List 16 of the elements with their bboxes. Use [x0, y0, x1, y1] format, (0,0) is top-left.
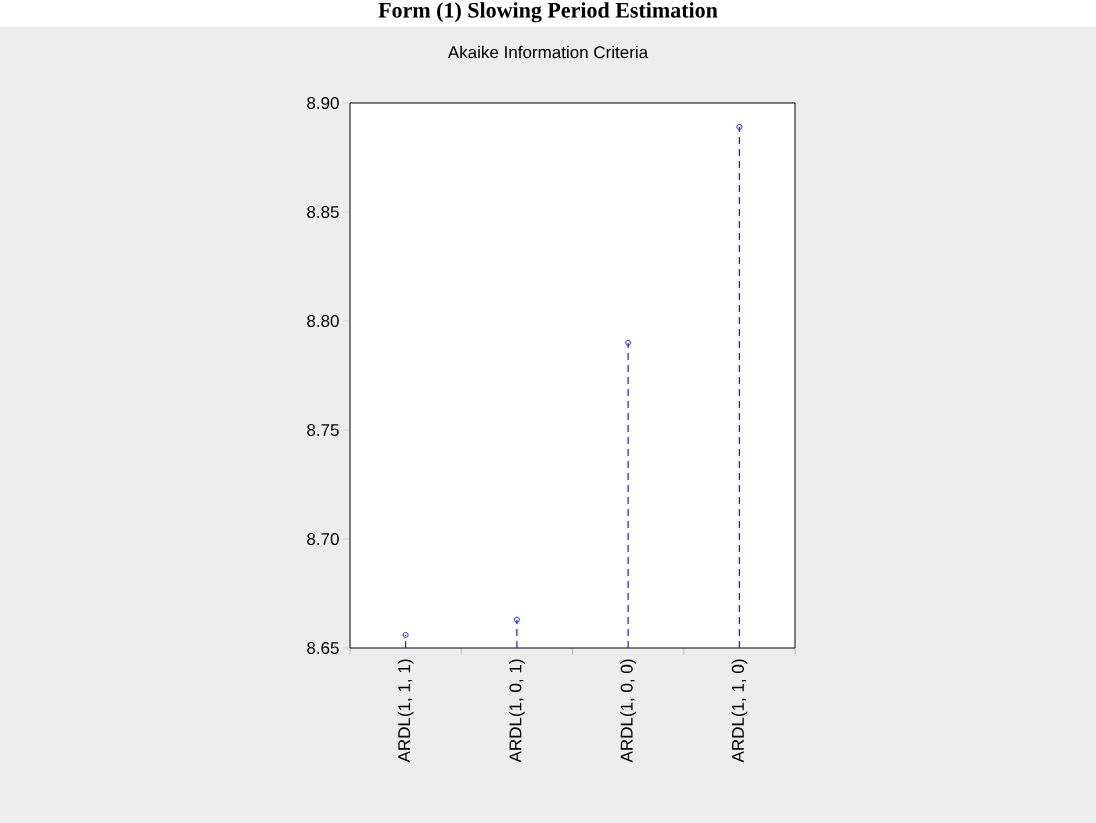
chart-subtitle: Akaike Information Criteria — [447, 45, 649, 59]
point — [625, 339, 632, 346]
x-tick-label: ARDL(1, 0, 1) — [508, 659, 525, 763]
point — [402, 631, 409, 638]
y-tick-label: 8.90 — [307, 96, 339, 110]
y-tick-label: 8.80 — [307, 314, 339, 328]
x-tick-label: ARDL(1, 1, 1) — [397, 659, 414, 763]
y-tick-label: 8.65 — [307, 641, 339, 655]
point — [513, 616, 520, 623]
y-tick-label: 8.75 — [307, 423, 339, 437]
x-tick-label: ARDL(1, 0, 0) — [620, 659, 637, 763]
point — [736, 123, 743, 130]
chart-title: Form (1) Slowing Period Estimation — [378, 2, 718, 23]
y-tick-label: 8.70 — [307, 532, 339, 546]
y-tick-label: 8.85 — [307, 205, 339, 219]
x-tick-label: ARDL(1, 1, 0) — [731, 659, 748, 763]
